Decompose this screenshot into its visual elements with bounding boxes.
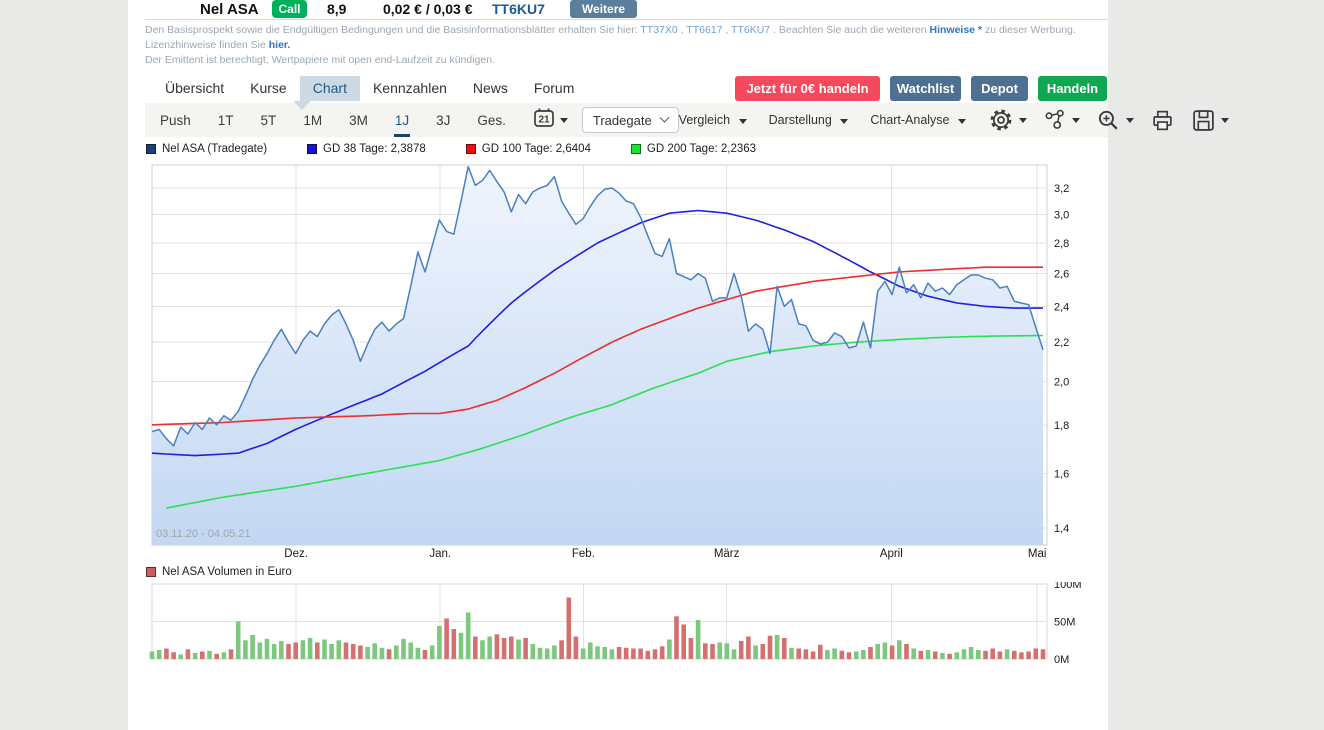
svg-text:2,0: 2,0 — [1054, 376, 1069, 388]
disclaimer-text: Den Basisprospekt sowie die Endgültigen … — [145, 23, 1104, 68]
chart-analyse-menu[interactable]: Chart-Analyse — [870, 113, 966, 127]
chart-toolbar: Push 1T 5T 1M 3M 1J 3J Ges. 21 Tradegate — [145, 103, 1229, 137]
period-1t[interactable]: 1T — [217, 113, 234, 128]
settings-button[interactable] — [988, 107, 1027, 133]
svg-text:Feb.: Feb. — [572, 548, 595, 560]
darstellung-caret-icon — [840, 119, 849, 124]
watchlist-button[interactable]: Watchlist — [890, 76, 961, 101]
zoom-button[interactable] — [1096, 108, 1134, 133]
volume-swatch — [146, 567, 156, 577]
chart-legend: Nel ASA (Tradegate) GD 38 Tage: 2,3878 G… — [146, 143, 796, 155]
gear-icon — [988, 107, 1014, 133]
volume-legend: Nel ASA Volumen in Euro — [146, 566, 292, 578]
save-icon — [1191, 108, 1216, 133]
active-tab-notch — [293, 101, 311, 110]
period-push[interactable]: Push — [160, 113, 191, 128]
bid-ask-value: 0,02 € / 0,03 € — [383, 1, 473, 17]
svg-text:Jan.: Jan. — [429, 548, 451, 560]
prospekt-link-2[interactable]: TT6617 — [686, 24, 723, 36]
header-divider — [145, 19, 1108, 20]
gd38-swatch — [307, 144, 318, 154]
period-3j[interactable]: 3J — [436, 113, 451, 128]
date-picker[interactable]: 21 — [533, 107, 568, 134]
trade-cta-button[interactable]: Jetzt für 0€ handeln — [735, 76, 880, 101]
svg-text:2,4: 2,4 — [1054, 301, 1069, 313]
chart-analyse-caret-icon — [958, 119, 966, 124]
svg-text:Mai: Mai — [1028, 548, 1047, 560]
legend-item-gd100: GD 100 Tage: 2,6404 — [465, 143, 591, 155]
more-button[interactable]: Weitere — [570, 0, 637, 18]
volume-chart[interactable]: 0M 50M 100M — [128, 582, 1108, 670]
svg-text:0M: 0M — [1054, 654, 1069, 666]
period-ges[interactable]: Ges. — [477, 113, 506, 128]
hinweise-link[interactable]: Hinweise * — [929, 24, 983, 36]
handeln-button[interactable]: Handeln — [1038, 76, 1107, 101]
zoom-in-icon — [1096, 108, 1121, 133]
disclaimer-line-2: Der Emittent ist berechtigt, Wertpapiere… — [145, 54, 495, 66]
calendar-caret-icon — [559, 117, 568, 123]
nodes-icon — [1043, 108, 1067, 132]
indicators-caret-icon — [1072, 117, 1080, 123]
indicators-button[interactable] — [1043, 108, 1080, 132]
tab-uebersicht[interactable]: Übersicht — [165, 80, 225, 96]
svg-text:50M: 50M — [1054, 617, 1075, 629]
svg-text:2,8: 2,8 — [1054, 238, 1069, 250]
period-selector: Push 1T 5T 1M 3M 1J 3J Ges. — [160, 105, 533, 137]
security-header: Nel ASA Call 8,9 0,02 € / 0,03 € TT6KU7 … — [128, 0, 1108, 19]
legend-item-gd38: GD 38 Tage: 2,3878 — [307, 143, 426, 155]
zoom-caret-icon — [1126, 117, 1134, 123]
save-button[interactable] — [1191, 108, 1229, 133]
svg-text:100M: 100M — [1054, 582, 1082, 591]
svg-text:März: März — [714, 548, 740, 560]
svg-text:03.11.20 - 04.05.21: 03.11.20 - 04.05.21 — [156, 528, 251, 540]
tab-kennzahlen[interactable]: Kennzahlen — [372, 80, 447, 96]
toolbar-right: Vergleich Darstellung Chart-Analyse — [679, 107, 1233, 133]
tab-chart[interactable]: Chart — [299, 76, 360, 101]
chevron-down-icon — [659, 112, 670, 123]
prospekt-link-1[interactable]: TT37X0 — [640, 24, 678, 36]
darstellung-menu[interactable]: Darstellung — [769, 113, 849, 127]
page-tabs: Übersicht Kurse Chart Kennzahlen News Fo… — [152, 76, 587, 101]
legend-item-price: Nel ASA (Tradegate) — [146, 143, 267, 155]
prospekt-link-3[interactable]: TT6KU7 — [731, 24, 771, 36]
content-panel: Nel ASA Call 8,9 0,02 € / 0,03 € TT6KU7 … — [128, 0, 1229, 730]
tab-news[interactable]: News — [472, 80, 508, 96]
svg-text:Dez.: Dez. — [284, 548, 308, 560]
svg-text:21: 21 — [538, 114, 550, 125]
print-button[interactable] — [1150, 108, 1175, 133]
svg-text:1,6: 1,6 — [1054, 468, 1069, 480]
legend-item-gd200: GD 200 Tage: 2,2363 — [630, 143, 756, 155]
venue-select[interactable]: Tradegate — [581, 107, 679, 133]
price-chart[interactable]: 3,2 3,0 2,8 2,6 2,4 2,2 2,0 1,8 1,6 1,4 Dez. Jan. Fe… — [128, 163, 1108, 563]
svg-text:2,6: 2,6 — [1054, 269, 1069, 281]
settings-caret-icon — [1019, 117, 1027, 123]
svg-text:3,2: 3,2 — [1054, 183, 1069, 195]
call-badge: Call — [272, 0, 307, 18]
printer-icon — [1150, 108, 1175, 133]
lizenz-link[interactable]: hier. — [268, 39, 291, 51]
security-title: Nel ASA — [200, 1, 259, 18]
calendar-icon: 21 — [533, 107, 555, 134]
svg-text:April: April — [880, 548, 903, 560]
gd200-swatch — [630, 144, 641, 154]
period-3m[interactable]: 3M — [349, 113, 368, 128]
depot-button[interactable]: Depot — [971, 76, 1028, 101]
gd100-swatch — [465, 144, 476, 154]
price-swatch — [146, 144, 156, 154]
tab-forum[interactable]: Forum — [533, 80, 575, 96]
svg-text:2,2: 2,2 — [1054, 337, 1069, 349]
period-1m[interactable]: 1M — [303, 113, 323, 128]
disclaimer-line-1: Den Basisprospekt sowie die Endgültigen … — [145, 24, 1076, 51]
save-caret-icon — [1221, 117, 1229, 123]
period-1j[interactable]: 1J — [393, 105, 411, 137]
vergleich-caret-icon — [738, 119, 747, 124]
vergleich-menu[interactable]: Vergleich — [679, 113, 747, 127]
svg-text:1,4: 1,4 — [1054, 523, 1069, 535]
leverage-value: 8,9 — [327, 1, 347, 17]
svg-text:3,0: 3,0 — [1054, 210, 1069, 222]
wkn-link[interactable]: TT6KU7 — [492, 1, 545, 17]
period-5t[interactable]: 5T — [260, 113, 277, 128]
tab-kurse[interactable]: Kurse — [250, 80, 287, 96]
svg-text:1,8: 1,8 — [1054, 420, 1069, 432]
